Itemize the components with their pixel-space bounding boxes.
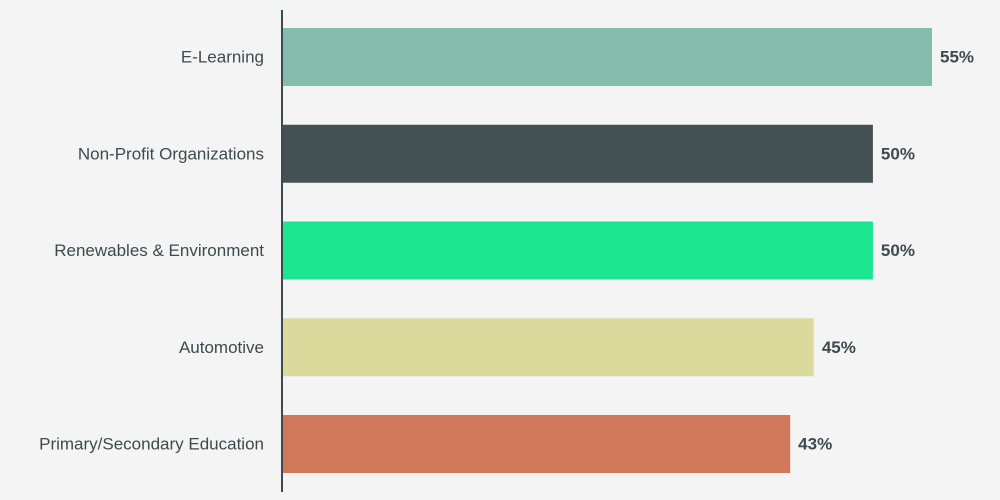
- bar-3: [282, 318, 814, 377]
- value-labels-group: 55% 50% 50% 45% 43%: [798, 48, 974, 454]
- bar-2: [282, 221, 873, 280]
- value-label-1: 50%: [881, 144, 915, 163]
- bar-1: [282, 124, 873, 183]
- value-label-4: 43%: [798, 435, 832, 454]
- bars-group: [282, 28, 932, 473]
- category-label-2: Renewables & Environment: [54, 241, 264, 260]
- category-label-1: Non-Profit Organizations: [78, 144, 264, 163]
- bar-4: [282, 415, 791, 473]
- category-labels-group: E-Learning Non-Profit Organizations Renewa…: [39, 48, 264, 454]
- value-label-2: 50%: [881, 241, 915, 260]
- value-label-0: 55%: [940, 48, 974, 67]
- category-label-3: Automotive: [179, 338, 264, 357]
- category-label-4: Primary/Secondary Education: [39, 435, 264, 454]
- category-label-0: E-Learning: [181, 48, 264, 67]
- value-label-3: 45%: [822, 338, 856, 357]
- bar-0: [282, 28, 932, 86]
